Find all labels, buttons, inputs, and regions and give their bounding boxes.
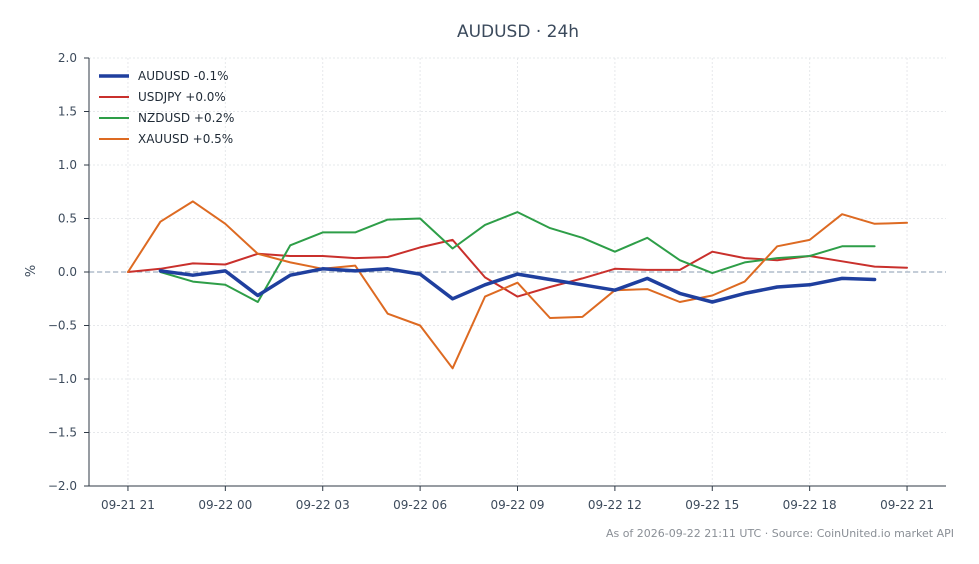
chart-title: AUDUSD · 24h — [457, 22, 579, 42]
legend-label-audusd: AUDUSD -0.1% — [138, 69, 229, 83]
series-line-usdjpy — [127, 238, 908, 298]
legend-label-nzdusd: NZDUSD +0.2% — [138, 111, 234, 125]
x-tick-label: 09-22 21 — [880, 498, 934, 512]
x-tick-label: 09-22 15 — [685, 498, 739, 512]
legend: AUDUSD -0.1% USDJPY +0.0% NZDUSD +0.2% XAUU… — [99, 69, 234, 146]
y-tick-label: 1.5 — [58, 105, 77, 119]
x-tick-label: 09-22 09 — [491, 498, 545, 512]
y-tick-label: −1.0 — [48, 372, 77, 386]
y-tick-label: 0.0 — [58, 265, 77, 279]
legend-label-xauusd: XAUUSD +0.5% — [138, 132, 233, 146]
y-axis-label: % — [24, 265, 39, 277]
series-layer — [127, 200, 908, 370]
footer-source: As of 2026-09-22 21:11 UTC · Source: Coi… — [606, 527, 954, 540]
x-tick-label: 09-22 03 — [296, 498, 350, 512]
y-tick-label: 2.0 — [58, 51, 77, 65]
x-tick-label: 09-22 12 — [588, 498, 642, 512]
x-tick-label: 09-22 06 — [393, 498, 447, 512]
y-tick-label: −2.0 — [48, 479, 77, 493]
series-line-nzdusd — [159, 211, 876, 303]
x-tick-label: 09-22 18 — [783, 498, 837, 512]
legend-label-usdjpy: USDJPY +0.0% — [138, 90, 226, 104]
x-tick-label: 09-22 00 — [198, 498, 252, 512]
series-line-audusd — [158, 267, 877, 304]
y-tick-label: −1.5 — [48, 426, 77, 440]
axes-layer: 2.0 1.5 1.0 0.5 0.0 −0.5 −1.0 −1.5 −2.0 09-21 21 0… — [48, 51, 946, 512]
x-tick-label: 09-21 21 — [101, 498, 155, 512]
y-tick-label: 1.0 — [58, 158, 77, 172]
y-tick-label: −0.5 — [48, 319, 77, 333]
y-tick-label: 0.5 — [58, 212, 77, 226]
series-line-xauusd — [127, 200, 908, 370]
